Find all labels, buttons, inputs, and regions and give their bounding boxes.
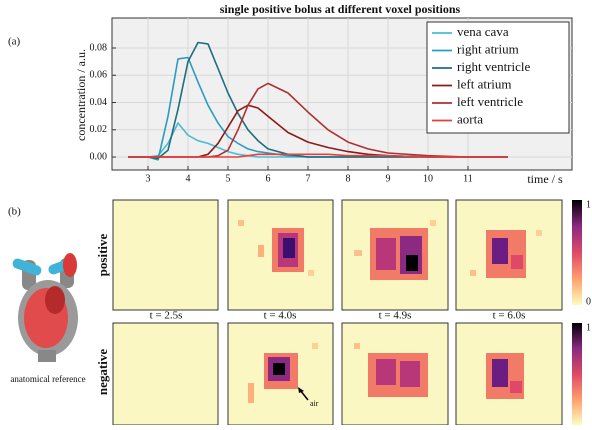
reference-label: anatomical reference	[10, 374, 85, 384]
colorbar	[572, 323, 582, 425]
y-tick-label: 0.04	[90, 97, 108, 108]
time-label: t = 6.0s	[493, 310, 526, 322]
series-line	[128, 41, 508, 160]
annotation: air	[310, 399, 319, 408]
y-tick-label: 0.02	[90, 124, 108, 135]
annotation-arrow-head	[298, 387, 304, 393]
row-label: positive	[95, 233, 110, 276]
legend-label: right atrium	[457, 41, 519, 56]
panel-label: (b)	[8, 206, 21, 218]
heatmap	[227, 199, 334, 311]
heatmaps	[112, 199, 563, 426]
legend-label: right ventricle	[457, 59, 531, 74]
colorbar-tick-label: 1	[586, 322, 591, 333]
x-tick-label: 5	[226, 173, 231, 184]
legend-label: left ventricle	[457, 94, 523, 109]
x-axis-label: time / s	[527, 172, 563, 186]
time-label: t = 4.0s	[264, 310, 297, 322]
x-tick-label: 4	[186, 173, 191, 184]
x-tick-label: 8	[346, 173, 351, 184]
heatmap	[341, 322, 449, 426]
panel-label: (a)	[8, 36, 21, 48]
x-tick-label: 6	[266, 173, 271, 184]
colorbar-tick-label: 0	[586, 296, 591, 307]
y-tick-label: 0.06	[90, 70, 108, 81]
colorbar-tick-label: 1	[586, 199, 591, 210]
x-tick-label: 3	[146, 173, 151, 184]
heatmap	[455, 199, 563, 311]
chart-title: single positive bolus at different voxel…	[220, 2, 461, 16]
heatmap	[227, 322, 334, 426]
heatmap	[112, 322, 219, 426]
y-tick-label: 0.00	[90, 151, 108, 162]
y-tick-label: 0.08	[90, 42, 108, 53]
legend-label: left atrium	[457, 76, 512, 91]
legend-label: aorta	[457, 111, 483, 126]
x-tick-label: 10	[423, 173, 433, 184]
y-axis-label: concentration / a.u.	[74, 49, 88, 141]
heart-icon	[12, 253, 78, 362]
x-tick-label: 9	[386, 173, 391, 184]
legend-label: vena cava	[457, 24, 509, 39]
colorbar	[572, 200, 582, 305]
time-label: t = 4.9s	[379, 310, 412, 322]
legend-box	[426, 21, 570, 134]
x-tick-label: 7	[306, 173, 311, 184]
x-tick-label: 11	[463, 173, 473, 184]
heatmap	[341, 199, 449, 311]
heatmap	[455, 322, 563, 426]
time-label: t = 2.5s	[150, 310, 183, 322]
heatmap	[112, 199, 219, 311]
series-line	[128, 153, 508, 158]
line-chart: 0.00 0.02 0.04 0.06 0.08 3 4 5 6 7 8 9 10 11 vena cava…	[90, 18, 572, 184]
row-label: negative	[95, 349, 110, 395]
